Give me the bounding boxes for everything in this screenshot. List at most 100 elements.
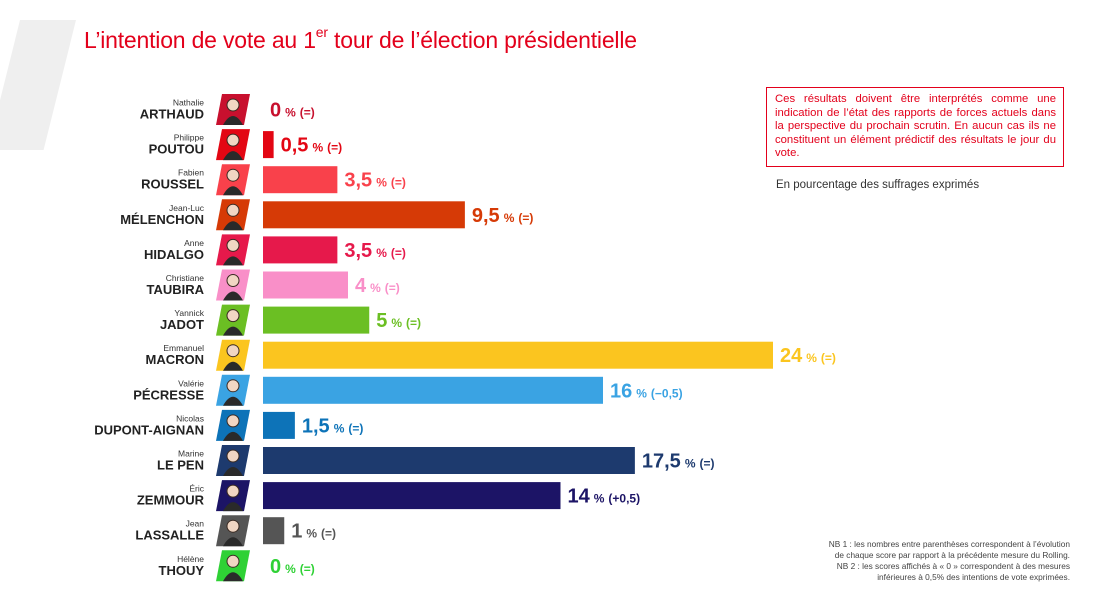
data-label-value: 4 [355,275,367,297]
data-label-change: (=) [300,562,315,576]
candidate-last-name: TAUBIRA [146,282,204,297]
data-label: 0% (=) [270,556,315,578]
candidate-first-name: Jean-Luc [169,203,205,213]
candidate-photo-body [223,431,243,441]
candidate-photo-head [226,344,240,358]
data-label-change: (=) [821,351,836,365]
candidate-last-name: MACRON [146,352,205,367]
data-label-value: 3,5 [344,170,372,192]
candidate-photo-head [226,519,240,533]
data-label: 0,5% (=) [281,135,342,157]
candidate-last-name: ROUSSEL [141,177,204,192]
data-label-value: 0,5 [281,135,309,157]
candidate-photo-body [223,326,243,336]
data-label-change: (=) [699,457,714,471]
data-label-change: (=) [391,176,406,190]
data-label-unit: % [334,421,345,435]
bar [263,482,561,510]
data-label-change: (=) [406,316,421,330]
data-label-unit: % [685,457,696,471]
data-label: 1,5% (=) [302,415,363,437]
data-label-change: (=) [321,527,336,541]
data-label-unit: % [285,106,296,120]
candidate-photo-head [226,449,240,463]
candidate-photo-body [223,502,243,512]
data-label-unit: % [636,386,647,400]
candidate-photo-head [226,238,240,252]
bar [263,447,635,474]
candidate-first-name: Nathalie [173,98,204,108]
data-label: 5% (=) [376,310,421,332]
data-label: 3,5% (=) [344,170,405,192]
bar [263,376,603,404]
candidate-photo-head [226,309,240,323]
data-label-change: (+0,5) [608,492,640,506]
candidate-photo-body [223,572,243,582]
data-label-value: 1 [291,521,302,543]
bar [263,517,285,545]
data-label: 3,5% (=) [344,240,405,262]
data-label-value: 24 [780,345,803,367]
candidate-last-name: LE PEN [157,458,204,473]
title-main: L’intention de vote au 1 [84,27,316,53]
footnote-line: NB 2 : les scores affichés à « 0 » corre… [836,561,1070,571]
data-label: 16% (−0,5) [610,380,683,402]
candidate-photo-head [226,168,240,182]
data-label-change: (=) [385,281,400,295]
data-label-value: 1,5 [302,415,330,437]
chart-title: L’intention de vote au 1er tour de l’éle… [84,25,637,54]
bar [263,236,338,264]
candidate-photo-body [223,186,243,196]
candidate-photo-body [223,467,243,476]
bar [263,411,295,439]
candidate-first-name: Anne [184,238,204,248]
candidate-photo-head [226,274,240,287]
candidate-photo-body [223,396,243,406]
candidate-photo-head [226,414,240,428]
data-label: 17,5% (=) [642,451,715,473]
candidate-first-name: Philippe [174,133,205,143]
data-label: 14% (+0,5) [568,486,641,508]
data-label-unit: % [306,527,317,541]
candidate-photo-head [226,554,240,568]
candidate-first-name: Marine [178,449,204,459]
data-label-unit: % [312,141,323,155]
data-label-unit: % [376,176,387,190]
data-label-value: 17,5 [642,451,681,473]
data-label-unit: % [285,562,296,576]
candidate-first-name: Christiane [166,273,205,283]
candidate-photo-body [223,291,243,301]
data-label-value: 9,5 [472,205,500,227]
candidate-last-name: THOUY [159,563,205,578]
candidate-last-name: HIDALGO [144,247,204,262]
data-label-unit: % [806,351,817,365]
candidate-last-name: POUTOU [149,142,204,157]
candidate-last-name: ARTHAUD [140,107,204,122]
candidate-photo-head [226,484,240,498]
footnote-line: NB 1 : les nombres entre parenthèses cor… [828,539,1070,549]
bar [263,131,274,159]
bar [263,306,370,334]
candidate-photo-body [223,256,243,266]
candidate-photo-head [226,133,240,147]
candidate-photo-head [226,379,240,393]
candidate-last-name: JADOT [160,317,204,332]
bar [263,271,348,299]
candidate-last-name: PÉCRESSE [133,387,204,402]
data-label-value: 0 [270,100,281,122]
data-label-value: 16 [610,380,632,402]
candidate-first-name: Emmanuel [163,343,204,353]
candidate-photo-body [223,151,243,161]
data-label-value: 0 [270,556,281,578]
data-label-change: (=) [300,106,315,120]
title-rest: tour de l’élection présidentielle [327,27,637,53]
